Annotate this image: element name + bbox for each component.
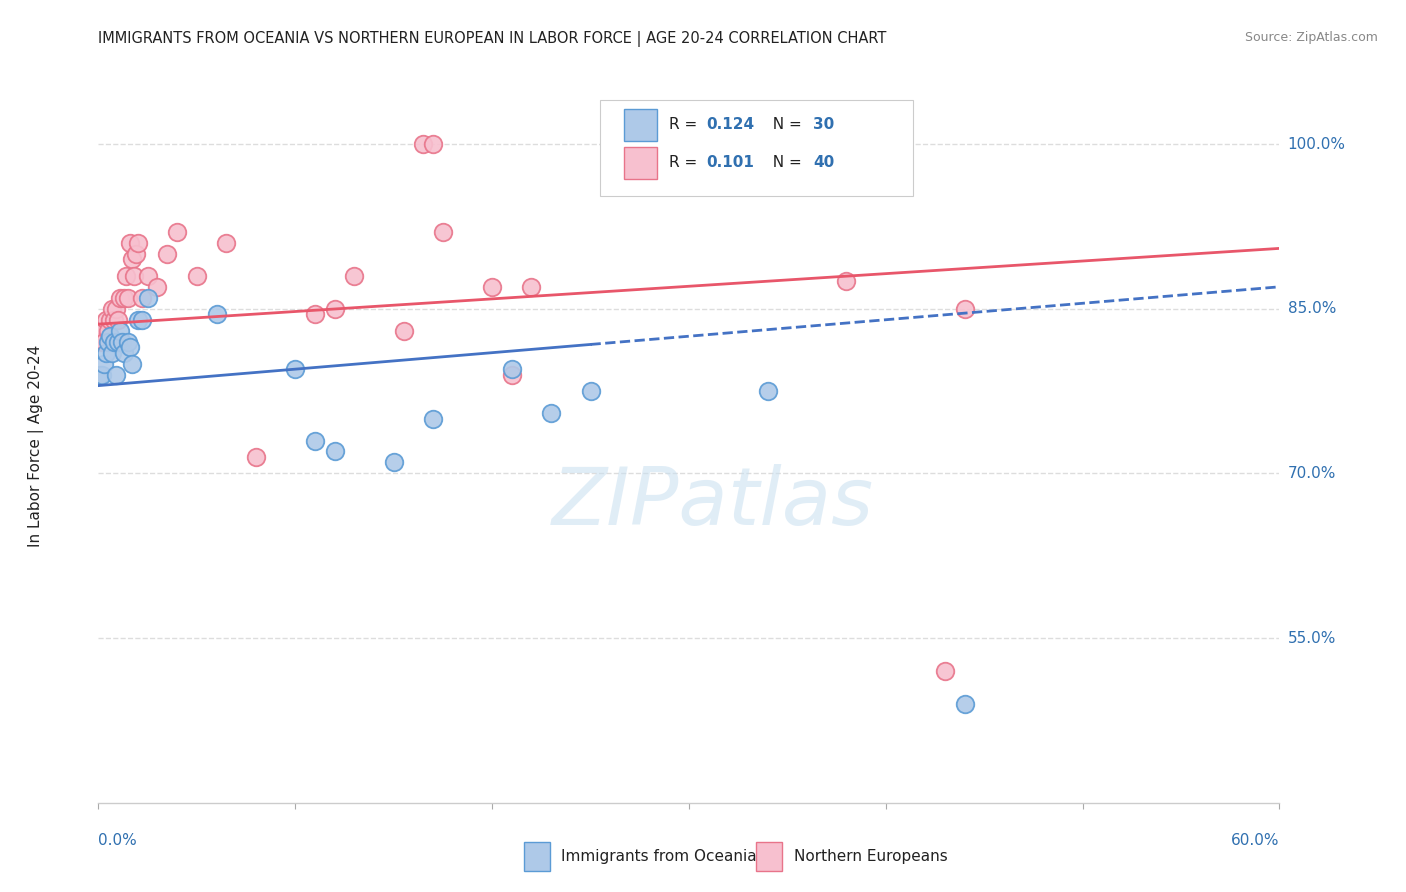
Point — [105, 368, 128, 382]
Point — [117, 334, 139, 349]
Point — [98, 329, 121, 343]
Point — [101, 345, 124, 359]
Point — [304, 434, 326, 448]
Point — [835, 274, 858, 288]
FancyBboxPatch shape — [600, 100, 914, 196]
Point — [93, 334, 115, 349]
Point — [245, 450, 267, 464]
Point — [108, 291, 131, 305]
Point — [520, 280, 543, 294]
Text: Immigrants from Oceania: Immigrants from Oceania — [561, 849, 756, 863]
Point — [323, 444, 346, 458]
Point — [156, 247, 179, 261]
Text: Source: ZipAtlas.com: Source: ZipAtlas.com — [1244, 31, 1378, 45]
Point — [118, 235, 141, 250]
Point — [125, 247, 148, 261]
Point — [953, 301, 976, 316]
Point — [953, 697, 976, 711]
Text: In Labor Force | Age 20-24: In Labor Force | Age 20-24 — [28, 345, 44, 547]
Text: Northern Europeans: Northern Europeans — [794, 849, 948, 863]
Point — [89, 334, 111, 349]
Point — [112, 345, 135, 359]
Point — [422, 137, 444, 152]
Point — [382, 455, 405, 469]
Point — [323, 301, 346, 316]
Text: R =: R = — [669, 155, 702, 170]
Point — [186, 268, 208, 283]
Point — [97, 324, 120, 338]
Point — [540, 406, 562, 420]
Point — [136, 291, 159, 305]
Point — [215, 235, 238, 250]
Point — [122, 268, 145, 283]
Point — [103, 312, 125, 326]
Point — [392, 324, 415, 338]
Point — [96, 345, 118, 359]
Point — [112, 291, 135, 305]
Text: 55.0%: 55.0% — [1288, 631, 1336, 646]
Point — [121, 357, 143, 371]
Point — [412, 137, 434, 152]
Point — [934, 664, 956, 678]
Point — [107, 312, 129, 326]
Point — [107, 334, 129, 349]
Point — [284, 362, 307, 376]
Point — [111, 334, 134, 349]
Point — [481, 280, 503, 294]
Point — [422, 411, 444, 425]
Point — [127, 235, 149, 250]
Point — [103, 334, 125, 349]
Point — [131, 312, 153, 326]
Point — [136, 268, 159, 283]
Text: ZIPatlas: ZIPatlas — [551, 464, 873, 542]
Text: 0.124: 0.124 — [707, 118, 755, 132]
Point — [93, 357, 115, 371]
Point — [501, 368, 523, 382]
Point — [121, 252, 143, 267]
Point — [105, 301, 128, 316]
Text: 0.0%: 0.0% — [98, 833, 138, 848]
Point — [756, 384, 779, 398]
Text: IMMIGRANTS FROM OCEANIA VS NORTHERN EUROPEAN IN LABOR FORCE | AGE 20-24 CORRELAT: IMMIGRANTS FROM OCEANIA VS NORTHERN EURO… — [98, 31, 887, 47]
FancyBboxPatch shape — [624, 146, 657, 178]
Text: 0.101: 0.101 — [707, 155, 755, 170]
FancyBboxPatch shape — [756, 842, 782, 871]
Text: 85.0%: 85.0% — [1288, 301, 1336, 317]
Point — [304, 307, 326, 321]
Point — [89, 368, 111, 382]
Point — [501, 362, 523, 376]
Point — [166, 225, 188, 239]
Point — [127, 312, 149, 326]
FancyBboxPatch shape — [624, 109, 657, 141]
FancyBboxPatch shape — [523, 842, 550, 871]
Point — [117, 291, 139, 305]
Point — [131, 291, 153, 305]
Point — [115, 268, 138, 283]
Text: N =: N = — [763, 118, 807, 132]
Point — [118, 340, 141, 354]
Point — [101, 301, 124, 316]
Point — [96, 312, 118, 326]
Point — [205, 307, 228, 321]
Text: N =: N = — [763, 155, 807, 170]
Text: R =: R = — [669, 118, 702, 132]
Point — [432, 225, 454, 239]
Text: 30: 30 — [813, 118, 834, 132]
Text: 40: 40 — [813, 155, 834, 170]
Point — [108, 324, 131, 338]
Point — [91, 368, 114, 382]
Point — [98, 312, 121, 326]
Text: 70.0%: 70.0% — [1288, 466, 1336, 481]
Text: 60.0%: 60.0% — [1232, 833, 1279, 848]
Text: 100.0%: 100.0% — [1288, 136, 1346, 152]
Point — [579, 384, 602, 398]
Point — [97, 334, 120, 349]
Point — [343, 268, 366, 283]
Point — [91, 324, 114, 338]
Point — [146, 280, 169, 294]
